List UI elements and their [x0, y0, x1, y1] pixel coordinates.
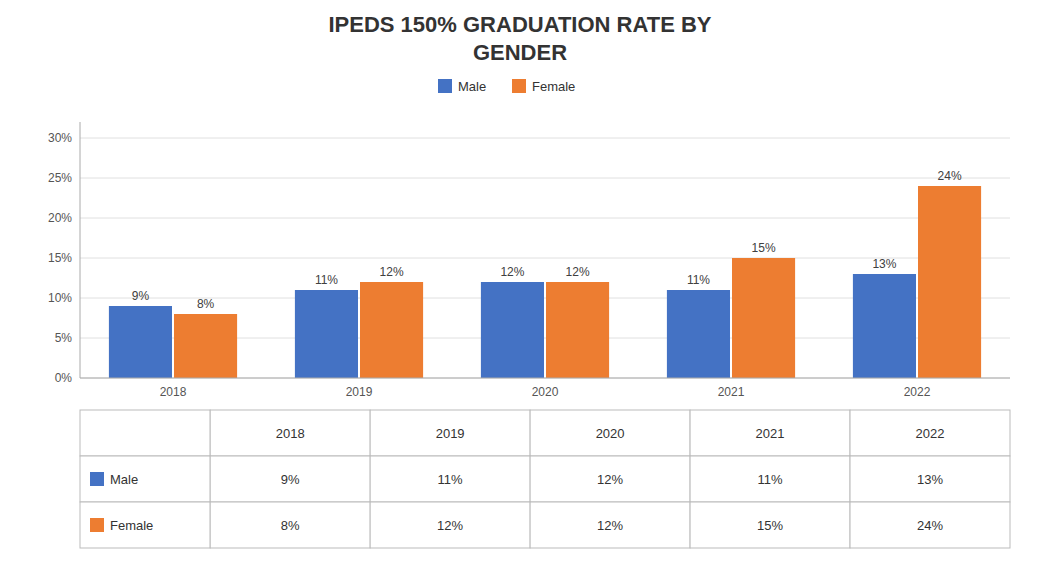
table-value: 24% [917, 518, 943, 533]
table-cell [530, 456, 690, 502]
data-label: 11% [315, 273, 338, 287]
data-label: 8% [197, 297, 215, 311]
table-value: 15% [757, 518, 783, 533]
bar [918, 186, 981, 378]
bar [667, 290, 730, 378]
legend-swatch [512, 79, 526, 93]
x-tick-label: 2021 [718, 385, 745, 399]
data-label: 24% [938, 169, 962, 183]
data-table: 2018 2019 2020 2021 2022 Male 9% 11% 12% 11% 13% Fe… [80, 410, 1010, 548]
table-cell [690, 502, 850, 548]
y-axis-line [80, 122, 81, 378]
bar [174, 314, 237, 378]
table-cell [530, 502, 690, 548]
grid-line [80, 138, 1010, 139]
grid-line [80, 378, 1010, 379]
table-cell [530, 410, 690, 456]
table-cell [850, 502, 1010, 548]
table-header: 2020 [596, 426, 625, 441]
legend-label: Male [458, 79, 486, 94]
table-header: 2022 [916, 426, 945, 441]
table-header: 2021 [756, 426, 785, 441]
title-line: IPEDS 150% GRADUATION RATE BY [328, 12, 711, 37]
data-label: 12% [500, 265, 524, 279]
x-tick-label: 2020 [532, 385, 559, 399]
table-header: 2019 [436, 426, 465, 441]
title-line: GENDER [473, 40, 567, 65]
grid-line [80, 258, 1010, 259]
data-label: 13% [872, 257, 896, 271]
x-axis-line [80, 378, 1010, 379]
y-tick-label: 0% [55, 371, 73, 385]
bar [360, 282, 423, 378]
data-label: 11% [687, 273, 710, 287]
y-tick-label: 5% [55, 331, 73, 345]
table-cell [80, 410, 210, 456]
legend-swatch [438, 79, 452, 93]
bar [546, 282, 609, 378]
table-value: 12% [597, 518, 623, 533]
table-swatch [90, 472, 104, 486]
table-cell [690, 410, 850, 456]
grid [80, 138, 1010, 378]
table-value: 12% [597, 472, 623, 487]
grid-line [80, 218, 1010, 219]
table-swatch [90, 518, 104, 532]
table-value: 12% [437, 518, 463, 533]
legend-label: Female [532, 79, 575, 94]
data-label: 9% [132, 289, 150, 303]
bar [295, 290, 358, 378]
data-labels: 9% 11% 12% 11% 13% 8% 12% 12% 15% 24% [132, 169, 962, 311]
table-cell [370, 410, 530, 456]
table-row-label: Male [110, 472, 138, 487]
y-tick-label: 20% [48, 211, 72, 225]
table-value: 13% [917, 472, 943, 487]
table-row-label: Female [110, 518, 153, 533]
table-cell [210, 456, 370, 502]
data-label: 15% [752, 241, 776, 255]
x-tick-label: 2022 [904, 385, 931, 399]
table-header: 2018 [276, 426, 305, 441]
grid-line [80, 178, 1010, 179]
table-cell [850, 410, 1010, 456]
table-cell [80, 502, 210, 548]
data-label: 12% [380, 265, 404, 279]
x-tick-label: 2018 [160, 385, 187, 399]
bars [109, 186, 981, 378]
y-tick-label: 10% [48, 291, 72, 305]
table-value: 9% [281, 472, 300, 487]
table-cell [370, 502, 530, 548]
table-value: 8% [281, 518, 300, 533]
data-label: 12% [566, 265, 590, 279]
table-cell [370, 456, 530, 502]
table-cell [210, 502, 370, 548]
bar [109, 306, 172, 378]
table-value: 11% [438, 472, 463, 487]
y-tick-label: 15% [48, 251, 72, 265]
table-cell [850, 456, 1010, 502]
table-cell [690, 456, 850, 502]
bar [481, 282, 544, 378]
chart: IPEDS 150% GRADUATION RATE BY GENDER Male F… [0, 0, 1040, 574]
legend: Male Female [438, 79, 575, 94]
bar [853, 274, 916, 378]
x-tick-label: 2019 [346, 385, 373, 399]
y-tick-label: 25% [48, 171, 72, 185]
table-cell [80, 456, 210, 502]
bar [732, 258, 795, 378]
table-value: 11% [758, 472, 783, 487]
table-cell [210, 410, 370, 456]
y-tick-label: 30% [48, 131, 72, 145]
title: IPEDS 150% GRADUATION RATE BY GENDER [328, 12, 711, 65]
